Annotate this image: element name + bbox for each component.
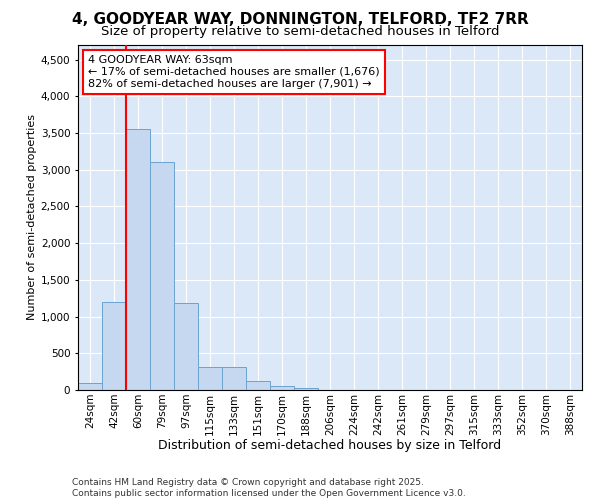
Bar [222,367,246,390]
Bar [150,162,174,390]
Bar [174,304,198,390]
Text: 4, GOODYEAR WAY, DONNINGTON, TELFORD, TF2 7RR: 4, GOODYEAR WAY, DONNINGTON, TELFORD, TF… [71,12,529,28]
Bar [270,386,294,390]
X-axis label: Distribution of semi-detached houses by size in Telford: Distribution of semi-detached houses by … [158,439,502,452]
Text: 4 GOODYEAR WAY: 63sqm
← 17% of semi-detached houses are smaller (1,676)
82% of s: 4 GOODYEAR WAY: 63sqm ← 17% of semi-deta… [88,56,380,88]
Y-axis label: Number of semi-detached properties: Number of semi-detached properties [26,114,37,320]
Bar [294,388,318,390]
Bar [198,367,222,390]
Text: Contains HM Land Registry data © Crown copyright and database right 2025.
Contai: Contains HM Land Registry data © Crown c… [72,478,466,498]
Text: Size of property relative to semi-detached houses in Telford: Size of property relative to semi-detach… [101,25,499,38]
Bar [126,130,150,390]
Bar [78,382,102,390]
Bar [246,381,270,390]
Bar [102,302,126,390]
